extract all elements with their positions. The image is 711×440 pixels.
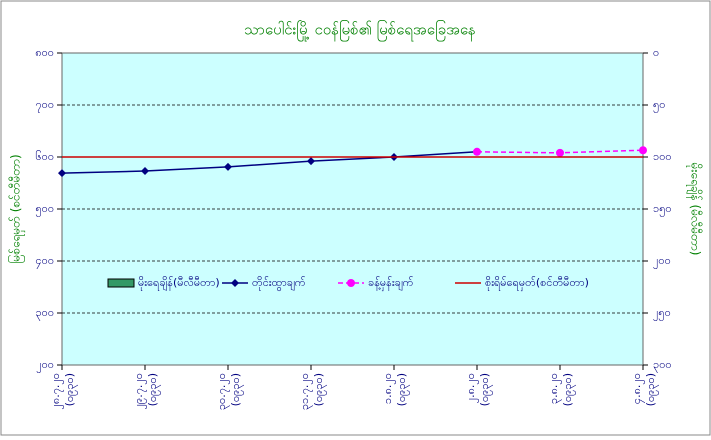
point (556, 148, 564, 157)
y-tick-label: ၆၀၀ (35, 150, 54, 163)
legend-marker (231, 279, 239, 287)
point (58, 169, 66, 178)
y2-tick-label: ၂၅၀ (653, 306, 671, 321)
point (639, 146, 647, 155)
x-tick-label: ၁.၈.၂၀ (381, 373, 396, 404)
x-tick-label-time: (၀၉၃၀) (63, 373, 78, 406)
chart-title: သာပေါင်းမြို့ ငဝန်မြစ်၏ မြစ်ရေအခြေအနေ (244, 20, 476, 42)
y-tick-label: ၅၀၀ (35, 202, 54, 217)
x-tick-label-time: (၀၉၃၀) (561, 373, 576, 406)
point (224, 162, 232, 171)
y-tick-label: ၄၀၀ (35, 254, 54, 269)
x-tick-label: ၂၈.၇.၂၀ (49, 373, 64, 409)
legend-label: တိုင်းထွာချက် (252, 276, 306, 291)
x-tick-label: ၃၀.၇.၂၀ (215, 373, 230, 410)
x-tick-label-time: (၀၉၃၀) (395, 373, 410, 406)
x-tick-label: ၃၁.၇.၂၀ (298, 373, 313, 410)
x-tick-label: ၄.၈.၂၀ (630, 373, 645, 404)
y2-tick-label: ၃၀၀ (653, 358, 672, 373)
point (307, 157, 315, 166)
x-tick-label-time: (၀၉၃၀) (146, 373, 161, 406)
x-tick-label-time: (၀၉၃၀) (229, 373, 244, 406)
y2-tick-label: ၅၀ (653, 98, 665, 113)
point (141, 167, 149, 176)
y-axis-label: မြစ်ရေမှတ် (စင်တီမီတာ) (7, 154, 26, 263)
x-tick-label-time: (၀၉၃၀) (478, 373, 493, 406)
x-tick-label: ၂.၈.၂၀ (464, 373, 479, 403)
x-tick-label: ၂၉.၇.၂၀ (132, 373, 147, 409)
y2-axis-label: မိုးရေချိန် (မီလီမီတာ) (686, 163, 704, 256)
point (473, 147, 481, 156)
legend-swatch (107, 278, 135, 288)
legend-label: စိုးရိမ်ရေမှတ်(စင်တီမီတာ) (485, 276, 589, 291)
y2-tick-label: ၀ (653, 46, 659, 59)
y2-tick-label: ၂၀၀ (653, 254, 671, 269)
x-tick-label-time: (၀၉၃၀) (644, 373, 659, 406)
y2-tick-label: ၁၀၀ (653, 150, 672, 163)
y-tick-label: ၃၀၀ (35, 306, 54, 321)
x-tick-label-time: (၀၉၃၀) (312, 373, 327, 406)
y-tick-label: ၈၀၀ (35, 46, 54, 59)
series-line (61, 151, 478, 174)
legend-marker (347, 279, 355, 287)
legend-label: မိုးရေချိန်(မီလီမီတာ) (138, 276, 220, 291)
legend-label: ခန့်မှန်းချက် (368, 276, 414, 291)
x-tick-label: ၃.၈.၂၀ (547, 373, 562, 404)
y-tick-label: ၂၀၀ (36, 358, 54, 373)
y-tick-label: ၇၀၀ (35, 98, 54, 113)
y2-tick-label: ၁၅၀ (653, 202, 672, 217)
